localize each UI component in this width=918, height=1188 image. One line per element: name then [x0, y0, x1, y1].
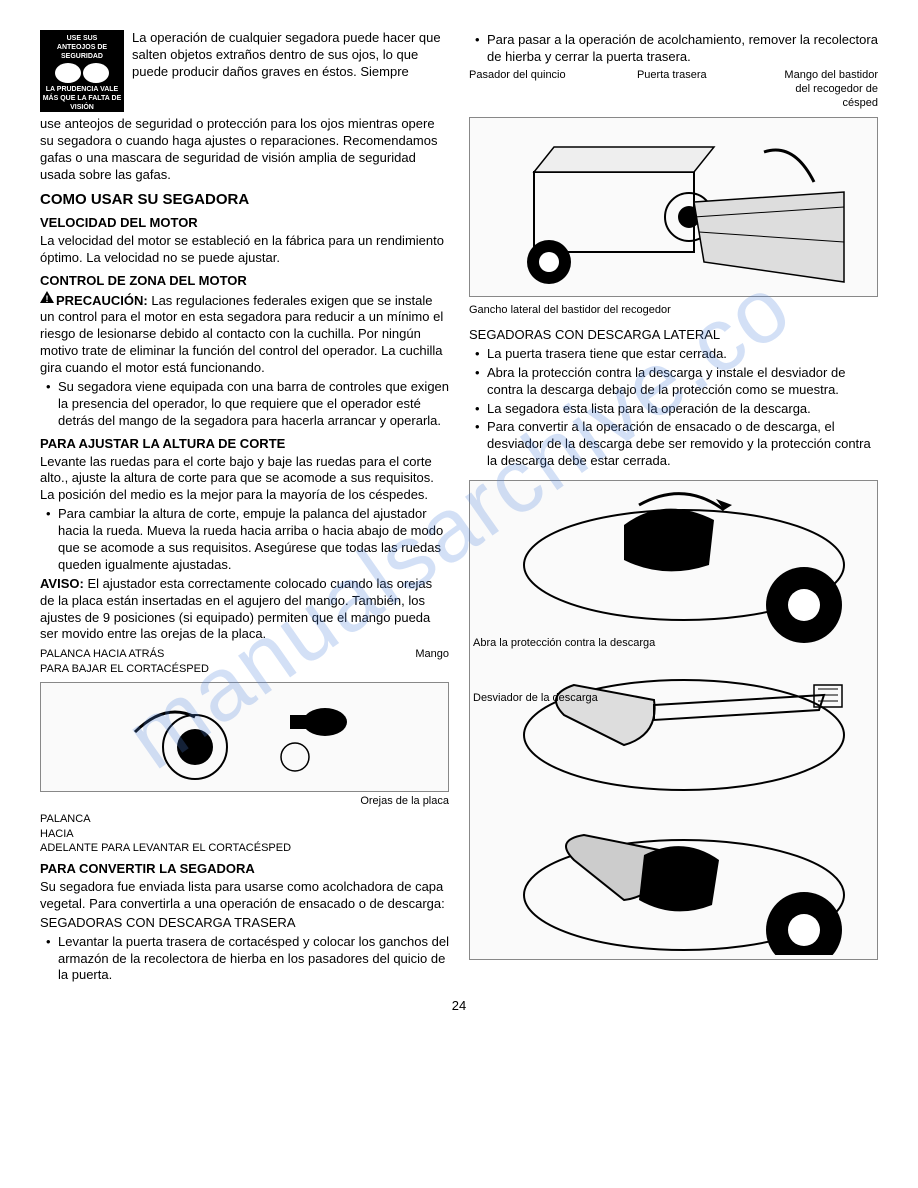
safety-badge-bottom: LA PRUDENCIA VALE MÁS QUE LA FALTA DE VI… — [42, 85, 122, 112]
heading-convertir: PARA CONVERTIR LA SEGADORA — [40, 861, 449, 878]
lever-bot-2: HACIA — [40, 827, 449, 841]
lever-orejas: Orejas de la placa — [40, 794, 449, 808]
lateral-li-4: Para convertir a la operación de ensacad… — [469, 419, 878, 470]
aviso-para: AVISO: El ajustador esta correctamente c… — [40, 576, 449, 644]
fig1-label-3: Mango del bastidor del recogedor de césp… — [778, 68, 878, 111]
caution-label: PRECAUCIÓN: — [56, 293, 148, 308]
fig2-label-1: Abra la protección contra la descarga — [473, 636, 655, 650]
fig1-top-labels: Pasador del quincio Puerta trasera Mango… — [469, 68, 878, 111]
safety-para-2: use anteojos de seguridad o protección p… — [40, 116, 449, 184]
heading-altura: PARA AJUSTAR LA ALTURA DE CORTE — [40, 436, 449, 453]
safety-row: USE SUS ANTEOJOS DE SEGURIDAD LA PRUDENC… — [40, 30, 449, 112]
safety-badge-mid: ANTEOJOS DE SEGURIDAD — [42, 43, 122, 61]
lateral-li-2: Abra la protección contra la descarga y … — [469, 365, 878, 399]
left-column: USE SUS ANTEOJOS DE SEGURIDAD LA PRUDENC… — [40, 30, 449, 986]
lever-bot-3: ADELANTE PARA LEVANTAR EL CORTACÉSPED — [40, 841, 449, 855]
heading-control-zona: CONTROL DE ZONA DEL MOTOR — [40, 273, 449, 290]
lever-labels-top: PALANCA HACIA ATRÁS PARA BAJAR EL CORTAC… — [40, 647, 449, 676]
lever-bot-1: PALANCA — [40, 812, 449, 826]
figure-lever-diagram — [40, 682, 449, 792]
safety-badge-top: USE SUS — [42, 34, 122, 43]
fig1-label-2: Puerta trasera — [637, 68, 707, 111]
page-columns: USE SUS ANTEOJOS DE SEGURIDAD LA PRUDENC… — [40, 30, 878, 986]
heading-como-usar: COMO USAR SU SEGADORA — [40, 190, 449, 210]
safety-badge: USE SUS ANTEOJOS DE SEGURIDAD LA PRUDENC… — [40, 30, 124, 112]
heading-velocidad: VELOCIDAD DEL MOTOR — [40, 215, 449, 232]
lateral-li-3: La segadora esta lista para la operación… — [469, 401, 878, 418]
svg-text:!: ! — [46, 294, 49, 303]
right-top-list-item: Para pasar a la operación de acolchamien… — [469, 32, 878, 66]
fig2-label-2: Desviador de la descarga — [473, 691, 598, 705]
figure-discharge-sequence — [469, 480, 878, 960]
lever-top-2: PARA BAJAR EL CORTACÉSPED — [40, 662, 209, 676]
figure-grass-catcher — [469, 117, 878, 297]
page-number: 24 — [40, 998, 878, 1015]
velocidad-para: La velocidad del motor se estableció en … — [40, 233, 449, 267]
caution-para: ! PRECAUCIÓN: Las regulaciones federales… — [40, 291, 449, 377]
fig1-bottom-label: Gancho lateral del bastidor del recogedo… — [469, 303, 878, 317]
altura-para: Levante las ruedas para el corte bajo y … — [40, 454, 449, 505]
safety-intro-text: La operación de cualquier segadora puede… — [132, 30, 449, 110]
aviso-text: El ajustador esta correctamente colocado… — [40, 576, 432, 642]
lever-labels-bottom: PALANCA HACIA ADELANTE PARA LEVANTAR EL … — [40, 812, 449, 855]
convertir-sub: SEGADORAS CON DESCARGA TRASERA — [40, 915, 449, 932]
fig1-label-1: Pasador del quincio — [469, 68, 566, 111]
altura-list-item: Para cambiar la altura de corte, empuje … — [40, 506, 449, 574]
heading-lateral: SEGADORAS CON DESCARGA LATERAL — [469, 327, 878, 344]
lever-mango: Mango — [415, 647, 449, 676]
convertir-para: Su segadora fue enviada lista para usars… — [40, 879, 449, 913]
zone-list-item: Su segadora viene equipada con una barra… — [40, 379, 449, 430]
lateral-li-1: La puerta trasera tiene que estar cerrad… — [469, 346, 878, 363]
convertir-list-item: Levantar la puerta trasera de cortacéspe… — [40, 934, 449, 985]
lever-top-1: PALANCA HACIA ATRÁS — [40, 647, 209, 661]
warning-triangle-icon: ! — [40, 291, 54, 308]
goggles-icon — [42, 61, 122, 85]
aviso-label: AVISO: — [40, 576, 84, 591]
right-column: Para pasar a la operación de acolchamien… — [469, 30, 878, 986]
